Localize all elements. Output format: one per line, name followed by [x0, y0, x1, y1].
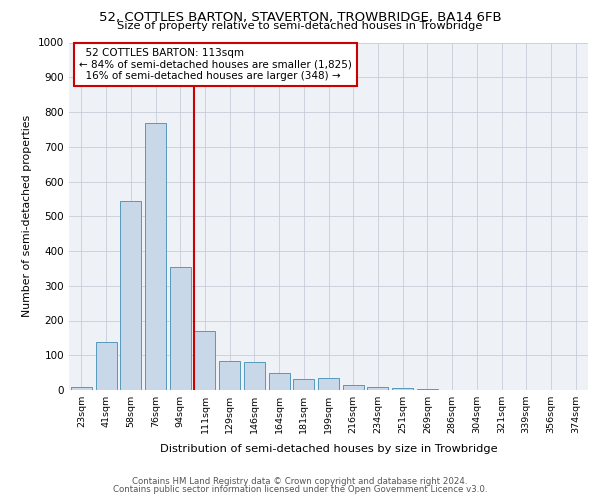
Bar — [269, 372, 290, 390]
Bar — [417, 389, 438, 390]
Text: Contains public sector information licensed under the Open Government Licence v3: Contains public sector information licen… — [113, 484, 487, 494]
Bar — [244, 362, 265, 390]
Bar — [95, 342, 116, 390]
Bar — [392, 388, 413, 390]
Bar — [318, 378, 339, 390]
Bar — [145, 123, 166, 390]
X-axis label: Distribution of semi-detached houses by size in Trowbridge: Distribution of semi-detached houses by … — [160, 444, 497, 454]
Text: Size of property relative to semi-detached houses in Trowbridge: Size of property relative to semi-detach… — [118, 21, 482, 31]
Bar — [343, 385, 364, 390]
Bar — [367, 387, 388, 390]
Text: 52 COTTLES BARTON: 113sqm  
← 84% of semi-detached houses are smaller (1,825)
  : 52 COTTLES BARTON: 113sqm ← 84% of semi-… — [79, 48, 352, 81]
Bar — [194, 331, 215, 390]
Bar — [293, 379, 314, 390]
Text: 52, COTTLES BARTON, STAVERTON, TROWBRIDGE, BA14 6FB: 52, COTTLES BARTON, STAVERTON, TROWBRIDG… — [98, 11, 502, 24]
Bar — [71, 387, 92, 390]
Y-axis label: Number of semi-detached properties: Number of semi-detached properties — [22, 115, 32, 318]
Bar — [219, 361, 240, 390]
Bar — [120, 200, 141, 390]
Text: Contains HM Land Registry data © Crown copyright and database right 2024.: Contains HM Land Registry data © Crown c… — [132, 477, 468, 486]
Bar — [170, 266, 191, 390]
